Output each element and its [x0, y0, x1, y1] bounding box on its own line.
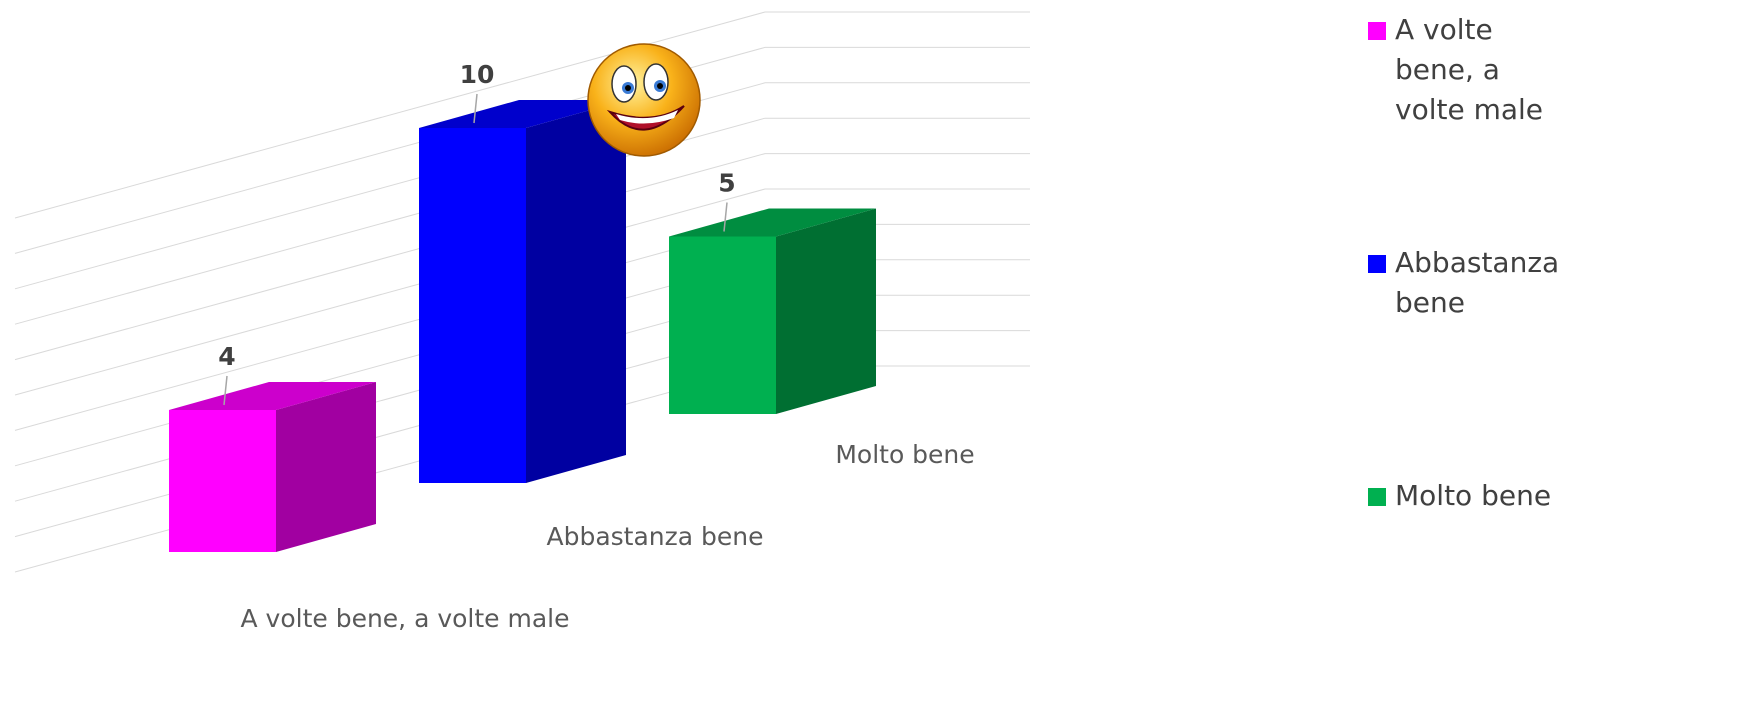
legend-swatch	[1368, 488, 1386, 506]
grid-line	[14, 11, 1030, 219]
grid-line	[14, 153, 1030, 361]
grid-line	[14, 82, 1030, 290]
x-tick-label: Abbastanza bene	[546, 522, 763, 551]
legend-label: A volte bene, a volte male	[1395, 13, 1544, 126]
leader-line	[473, 93, 478, 124]
legend-swatch	[1368, 255, 1386, 273]
value-label: 10	[460, 60, 495, 89]
grid-line	[14, 188, 1030, 396]
bar-side	[526, 100, 626, 483]
legend-item: A volte bene, a volte male	[1368, 10, 1568, 130]
bar-top	[169, 382, 376, 410]
value-label: 4	[218, 342, 235, 371]
legend-item: Molto bene	[1368, 476, 1568, 516]
grid-line	[14, 46, 1030, 254]
bar-side	[776, 208, 876, 414]
smiley-icon	[587, 43, 701, 157]
bars: 4 A volte bene, a volte male 10 Abbastanza …	[169, 60, 975, 633]
bar-side	[276, 382, 376, 552]
value-label: 5	[718, 169, 735, 198]
legend-label: Abbastanza bene	[1395, 246, 1560, 319]
x-tick-label: Molto bene	[835, 440, 974, 469]
bar-top	[419, 100, 626, 128]
leader-line	[723, 202, 728, 232]
legend-item: Abbastanza bene	[1368, 243, 1568, 323]
x-tick-label: A volte bene, a volte male	[240, 604, 569, 633]
grid-line	[14, 117, 1030, 325]
bar-top	[669, 208, 876, 237]
bar	[669, 236, 776, 414]
bar	[169, 410, 276, 552]
legend-swatch	[1368, 22, 1386, 40]
bar	[419, 128, 526, 483]
leader-line	[223, 375, 228, 406]
legend-label: Molto bene	[1395, 479, 1552, 512]
